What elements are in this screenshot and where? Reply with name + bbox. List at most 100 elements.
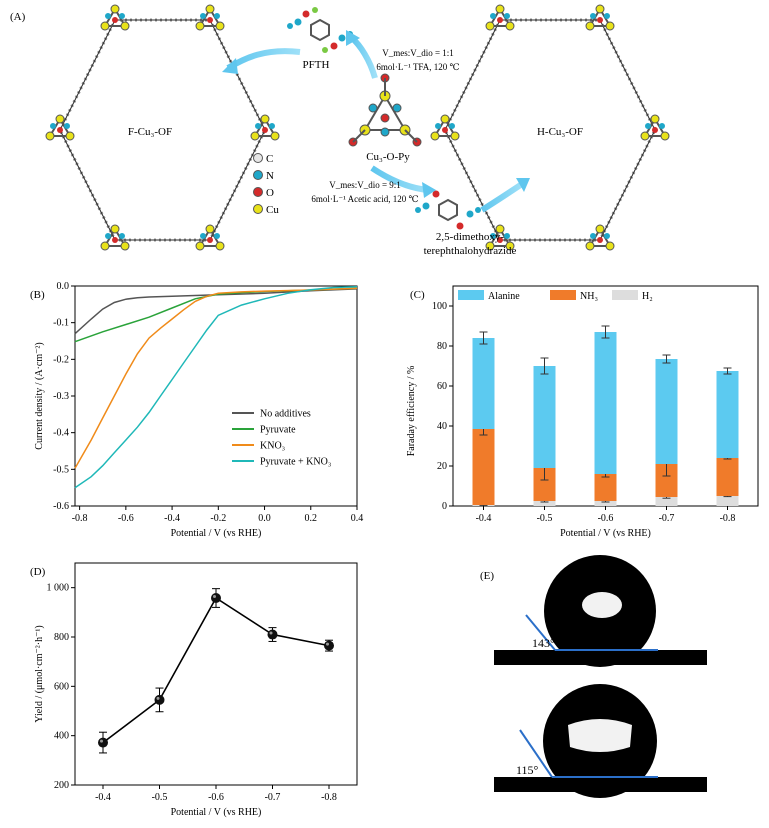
x-tick-label: -0.6 (598, 513, 614, 524)
x-tick-label: -0.7 (659, 513, 675, 524)
y-tick-label: 0.0 (57, 281, 70, 292)
h-cu3-of-framework (430, 4, 670, 251)
x-axis-label: Potential / V (vs RHE) (171, 528, 262, 539)
x-tick-label: -0.4 (95, 792, 111, 803)
atom-legend: CNO Cu (253, 153, 279, 216)
condition-top-ratio: V_mes:V_dio = 1:1 (382, 48, 454, 58)
series-line-2 (74, 287, 358, 469)
legend-swatch (458, 290, 484, 300)
legend-entry: H₂ (642, 291, 653, 302)
x-tick-label: -0.8 (72, 513, 88, 524)
legend-entry: Pyruvate (260, 425, 296, 436)
contact-angle-images: (E) 143° 115° (480, 555, 707, 798)
cu3-node (430, 114, 460, 141)
cu3-node (640, 114, 670, 141)
arrow-to-f-cu3-of (226, 48, 301, 71)
legend-atom-n-icon (253, 170, 263, 180)
y-tick-label: 0 (442, 501, 447, 512)
cu3-node (485, 4, 515, 31)
panel-a: (A) F-Cu₃-OF H-Cu₃-OF (0, 0, 769, 275)
arrowhead-bottom (422, 182, 436, 198)
data-point (267, 629, 278, 640)
bar-alanine (533, 366, 556, 468)
legend-atom-label: N (266, 170, 274, 182)
y-tick-label: -0.4 (53, 428, 69, 439)
legend-entry: Alanine (488, 291, 520, 302)
data-point (211, 593, 221, 604)
cu3-node (195, 4, 225, 31)
bar-alanine (655, 359, 678, 464)
condition-top-acid: 6mol·L⁻¹ TFA, 120 ℃ (376, 62, 459, 72)
panel-a-label: (A) (10, 11, 26, 23)
series-line-1 (74, 287, 358, 343)
f-cu3-of-label: F-Cu₃-OF (128, 126, 172, 138)
panel-e: (E) 143° 115° (480, 555, 769, 823)
droplet-h-cu3-of (494, 684, 707, 798)
panel-b-label: (B) (30, 289, 45, 301)
series-line-0 (74, 288, 358, 335)
legend-entry: No additives (260, 409, 311, 420)
y-tick-label: -0.2 (53, 354, 69, 365)
x-tick-label: -0.6 (118, 513, 134, 524)
y-tick-label: 400 (54, 731, 69, 742)
y-tick-label: 60 (437, 381, 447, 392)
data-point (98, 737, 108, 748)
x-axis-label: Potential / V (vs RHE) (171, 807, 262, 818)
bar-h (655, 497, 678, 506)
data-point-highlight (326, 642, 329, 646)
legend-swatch (612, 290, 638, 300)
arrow-to-pfth (349, 35, 378, 79)
y-tick-label: -0.5 (53, 464, 69, 475)
pfth-molecule (287, 7, 353, 53)
bar-alanine (716, 371, 739, 458)
cu3-node (585, 4, 615, 31)
cu3-node (100, 4, 130, 31)
y-axis-label: Yield / (μmol·cm⁻²·h⁻¹) (34, 625, 45, 722)
bar-h (594, 501, 617, 506)
cu3-node (250, 114, 280, 141)
panel-b: (B) -0.8 -0.6 -0.4 -0.2 0.0 0.2 0.4 0.0 -0.1 -0.2-… (0, 278, 372, 550)
cu3-node (45, 114, 75, 141)
f-cu3-of-framework (45, 4, 280, 251)
linker-name-line2: terephthalohydrazide (424, 245, 517, 257)
series-line-3 (74, 285, 358, 489)
y-tick-label: 20 (437, 461, 447, 472)
condition-bottom-acid: 6mol·L⁻¹ Acetic acid, 120 ℃ (311, 194, 418, 204)
legend-entry: NH₃ (580, 291, 598, 302)
x-tick-label: -0.4 (476, 513, 492, 524)
dimethoxy-linker-molecule (415, 190, 481, 230)
y-tick-label: 100 (432, 301, 447, 312)
data-point-highlight (213, 595, 216, 599)
x-tick-label: 0.4 (351, 513, 364, 524)
panel-c-label: (C) (410, 289, 425, 301)
x-tick-label: -0.8 (720, 513, 736, 524)
data-point (324, 640, 334, 651)
bar-nh (472, 429, 495, 505)
panel-e-label: (E) (480, 570, 494, 582)
panel-d-label: (D) (30, 566, 46, 578)
cu3-node (585, 224, 615, 251)
bar-alanine (472, 338, 495, 429)
faraday-efficiency-chart: (C) 0 20 40 60 80 100 Potential / V (vs RHE) Far… (406, 285, 759, 539)
legend-atom-label: O (266, 187, 274, 199)
legend-atom-label: Cu (266, 204, 279, 216)
x-tick-label: -0.2 (210, 513, 226, 524)
yield-chart: (D) 200 400 600 800 1 000 -0.4 -0.5 -0.6 -0.7 -0.8… (30, 562, 358, 818)
x-tick-label: -0.5 (537, 513, 553, 524)
arrow-to-h-cu3-of (480, 181, 524, 213)
h-cu3-of-label: H-Cu₃-OF (537, 126, 583, 138)
bar-alanine (594, 332, 617, 474)
cu3-node (485, 224, 515, 251)
panel-d: (D) 200 400 600 800 1 000 -0.4 -0.5 -0.6 -0.7 -0.8… (0, 555, 372, 823)
data-point-highlight (269, 631, 273, 635)
legend-swatch (550, 290, 576, 300)
bar-h (533, 501, 556, 506)
x-axis-label: Potential / V (vs RHE) (560, 528, 651, 539)
y-tick-label: 600 (54, 681, 69, 692)
legend-atom-o-icon (253, 187, 263, 197)
contact-angle-bottom: 115° (516, 763, 539, 777)
legend-entry: KNO₃ (260, 441, 285, 452)
x-tick-label: 0.0 (258, 513, 271, 524)
y-tick-label: 1 000 (47, 583, 70, 594)
legend-atom-label: C (266, 153, 273, 165)
